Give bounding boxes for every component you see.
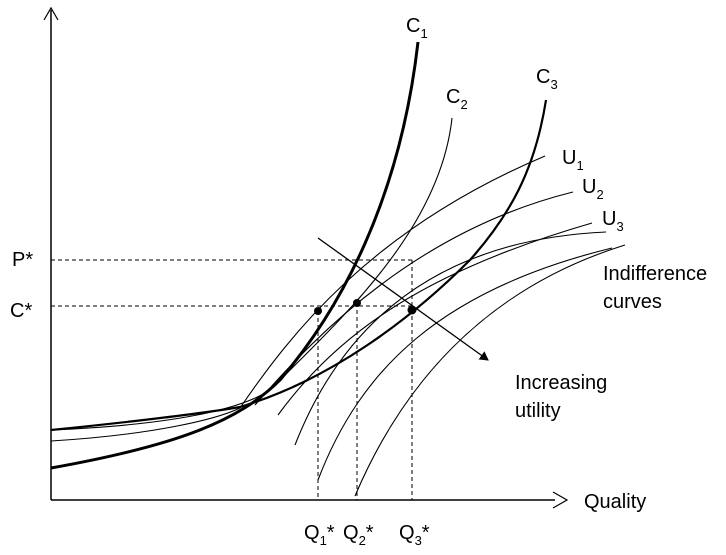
c-star-label: C*	[10, 300, 32, 322]
x-axis-label: Quality	[584, 491, 646, 513]
p-star-label: P*	[12, 249, 33, 271]
u2-lower-branch	[317, 247, 613, 481]
y-axis-arrow-icon	[43, 6, 59, 21]
u1-label: U1	[562, 147, 584, 173]
u2-label: U2	[582, 176, 604, 202]
increasing-utility-label-line1: Increasing	[515, 372, 607, 394]
q2-tangency-point[interactable]	[353, 299, 361, 307]
q3-tangency-point[interactable]	[407, 305, 417, 315]
guide-lines	[51, 259, 413, 500]
q3-star-label: Q3*	[399, 522, 430, 548]
indifference-curves-label-line2: curves	[603, 291, 662, 313]
c2-label: C2	[446, 86, 468, 112]
increasing-utility-arrow	[317, 237, 489, 361]
indifference-curves-label-line1: Indifference	[603, 263, 707, 285]
u3-lower-branch	[354, 244, 626, 497]
c2-curve[interactable]	[50, 117, 453, 431]
x-axis-arrow-icon	[552, 491, 569, 509]
u2-curve	[254, 191, 574, 406]
u1-curve	[50, 155, 546, 442]
c3-curve[interactable]	[50, 99, 548, 432]
q1-tangency-point[interactable]	[314, 307, 322, 315]
q2-star-label: Q2*	[343, 522, 374, 548]
increasing-utility-label-line2: utility	[515, 400, 561, 422]
c1-label: C1	[406, 15, 428, 41]
u3-label: U3	[602, 208, 624, 234]
q1-star-label: Q1*	[304, 522, 335, 548]
c1-curve[interactable]	[50, 41, 420, 470]
c3-label: C3	[536, 66, 558, 92]
